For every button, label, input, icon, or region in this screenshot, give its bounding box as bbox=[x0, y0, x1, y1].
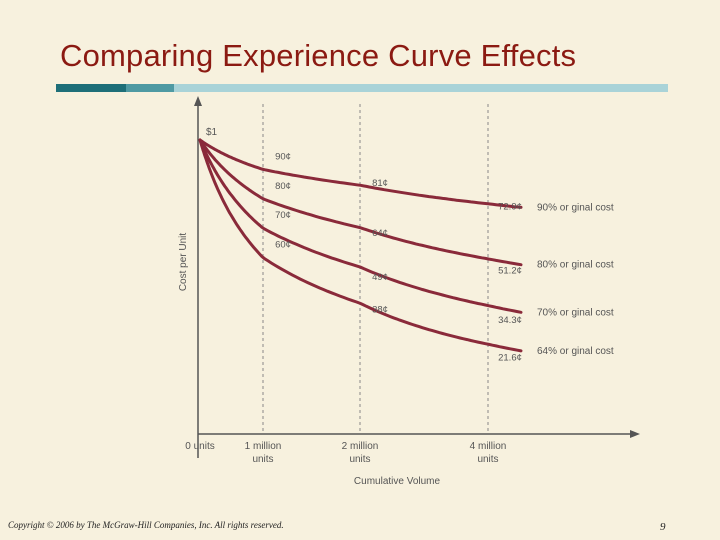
y-axis-title: Cost per Unit bbox=[178, 233, 189, 292]
grid-lines bbox=[262, 104, 489, 434]
x-tick-label: 2 million bbox=[342, 441, 379, 452]
point-labels: 90¢ 81¢ 72.9¢ 80¢ 64¢ 51.2¢ 70¢ 49¢ 34.3¢ 60¢ 38¢ 2… bbox=[275, 151, 522, 363]
slide-title: Comparing Experience Curve Effects bbox=[60, 38, 577, 73]
point-label: 51.2¢ bbox=[498, 265, 522, 276]
chart-axes: $1 Cost per Unit Cumulative Volume bbox=[178, 96, 640, 487]
point-label: 38¢ bbox=[372, 304, 388, 315]
point-label: 70¢ bbox=[275, 210, 291, 221]
series-labels: 90% or ginal cost 80% or ginal cost 70% or… bbox=[537, 202, 614, 356]
series-label: 64% or ginal cost bbox=[537, 346, 614, 357]
point-label: 21.6¢ bbox=[498, 352, 522, 363]
series-label: 90% or ginal cost bbox=[537, 202, 614, 213]
copyright-notice: Copyright © 2006 by The McGraw-Hill Comp… bbox=[8, 520, 284, 530]
series-label: 70% or ginal cost bbox=[537, 307, 614, 318]
page-number: 9 bbox=[660, 521, 666, 533]
point-label: 90¢ bbox=[275, 151, 291, 162]
x-axis-title: Cumulative Volume bbox=[354, 476, 441, 487]
x-tick-labels: 0 units 1 million units 2 million units 4 mil… bbox=[185, 441, 506, 465]
title-bar-dark-segment bbox=[56, 84, 126, 92]
curves bbox=[198, 138, 523, 353]
y-top-label: $1 bbox=[206, 127, 218, 138]
point-label: 80¢ bbox=[275, 181, 291, 192]
x-tick-label: 1 million bbox=[245, 441, 282, 452]
x-tick-label: 0 units bbox=[185, 441, 214, 452]
y-axis-arrow-icon bbox=[194, 96, 202, 106]
x-axis-arrow-icon bbox=[630, 430, 640, 438]
title-bar-mid-segment bbox=[126, 84, 174, 92]
x-tick-sublabel: units bbox=[252, 454, 273, 465]
point-label: 34.3¢ bbox=[498, 315, 522, 326]
point-label: 60¢ bbox=[275, 240, 291, 251]
x-tick-sublabel: units bbox=[349, 454, 370, 465]
experience-curve-2 bbox=[198, 138, 523, 267]
series-label: 80% or ginal cost bbox=[537, 260, 614, 271]
point-label: 64¢ bbox=[372, 228, 388, 239]
point-label: 72.9¢ bbox=[498, 202, 522, 213]
experience-curve-1 bbox=[198, 138, 523, 209]
x-tick-sublabel: units bbox=[477, 454, 498, 465]
x-tick-label: 4 million bbox=[470, 441, 507, 452]
experience-curve-4 bbox=[198, 138, 523, 353]
point-label: 81¢ bbox=[372, 178, 388, 189]
experience-curve-3 bbox=[198, 138, 523, 314]
title-bar-light-segment bbox=[174, 84, 668, 92]
title-underline-bar bbox=[56, 84, 668, 92]
point-label: 49¢ bbox=[372, 272, 388, 283]
